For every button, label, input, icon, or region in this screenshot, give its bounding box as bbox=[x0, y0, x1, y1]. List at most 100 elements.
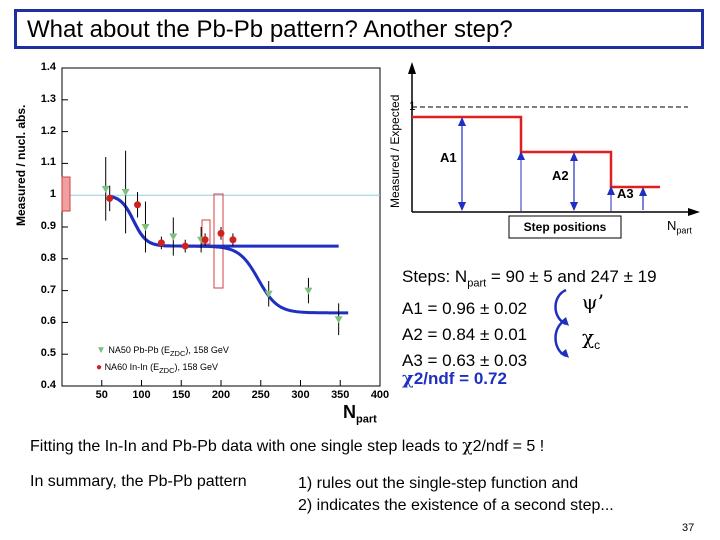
y-ticks bbox=[62, 67, 68, 387]
fit-post: 2/ndf = 5 ! bbox=[472, 438, 545, 455]
a1-label: A1 bbox=[440, 150, 457, 165]
error-box-1 bbox=[201, 219, 211, 245]
na60-point bbox=[106, 194, 114, 202]
x-tick-label: 150 bbox=[172, 389, 191, 401]
a1-value: A1 = 0.96 ± 0.02 bbox=[402, 299, 528, 319]
step-positions-box bbox=[508, 215, 622, 239]
a2-arrow-head-top bbox=[570, 152, 578, 161]
legend-na50-post: ), 158 GeV bbox=[185, 345, 229, 355]
rule-2: 2) indicates the existence of a second s… bbox=[298, 497, 614, 514]
chi2-result: χ2/ndf = 0.72 bbox=[402, 368, 507, 389]
a2-value: A2 = 0.84 ± 0.01 bbox=[402, 325, 528, 345]
steps-line: Steps: Npart = 90 ± 5 and 247 ± 19 bbox=[402, 264, 657, 296]
left-xlabel-sub: part bbox=[356, 413, 377, 426]
step-npart-label: Npart bbox=[667, 218, 692, 236]
page-number: 37 bbox=[682, 522, 695, 534]
na50-point bbox=[169, 233, 178, 241]
error-box-2 bbox=[213, 193, 224, 289]
x-tick-label: 50 bbox=[95, 389, 108, 401]
legend-item-na60: ● NA60 In-In (EZDC), 158 GeV bbox=[96, 362, 218, 375]
y-tick-label: 0.5 bbox=[40, 347, 56, 360]
steps-sub: part bbox=[467, 277, 487, 290]
slide-title: What about the Pb-Pb pattern? Another st… bbox=[27, 16, 513, 43]
step-npart-main: N bbox=[667, 218, 677, 233]
legend-na50-marker: ▼ bbox=[96, 345, 106, 356]
y-tick-label: 1.4 bbox=[40, 61, 56, 73]
step-one-label: 1 bbox=[409, 99, 416, 113]
legend-na60-post: ), 158 GeV bbox=[174, 362, 219, 372]
na60-point bbox=[201, 236, 209, 244]
na50-point bbox=[121, 189, 130, 197]
systematic-box bbox=[61, 176, 71, 212]
fit-pre: Fitting the In-In and Pb-Pb data with on… bbox=[30, 438, 463, 455]
left-xlabel: Npart bbox=[343, 402, 377, 426]
a3-label: A3 bbox=[617, 186, 634, 201]
step-ylabel: Measured / Expected bbox=[388, 94, 402, 208]
na60-point bbox=[229, 236, 237, 244]
a3-arrow-head-top bbox=[639, 187, 647, 196]
na50-point bbox=[264, 290, 273, 298]
psi-prime-label: ψ’ bbox=[582, 290, 605, 314]
a2-arrow-head-bottom bbox=[570, 202, 578, 211]
na60-point bbox=[217, 229, 225, 237]
fit-results: Steps: Npart = 90 ± 5 and 247 ± 19 A1 = … bbox=[402, 264, 657, 374]
step-y-arrow bbox=[408, 62, 416, 74]
legend-na50-sub: ZDC bbox=[169, 348, 186, 358]
chic-label: χc bbox=[582, 325, 600, 352]
y-tick-label: 0.4 bbox=[40, 379, 56, 391]
summary-label: In summary, the Pb-Pb pattern bbox=[30, 473, 247, 490]
curly-arrow-chic-head bbox=[560, 349, 569, 358]
summary-points: 1) rules out the single-step function an… bbox=[298, 473, 614, 517]
a1-arrow-head-bottom bbox=[458, 202, 466, 211]
y-tick-label: 0.9 bbox=[40, 220, 56, 232]
fit-conclusion: Fitting the In-In and Pb-Pb data with on… bbox=[30, 436, 544, 456]
x-tick-label: 100 bbox=[132, 389, 151, 401]
legend-na60-sub: ZDC bbox=[159, 365, 175, 375]
y-tick-label: 1.3 bbox=[40, 92, 56, 105]
y-tick-label: 1.1 bbox=[40, 156, 56, 169]
left-xlabel-main: N bbox=[343, 402, 356, 422]
step-pos-arrow-1 bbox=[517, 151, 525, 160]
data-points bbox=[101, 150, 343, 336]
chi2-symbol: χ bbox=[402, 368, 414, 389]
x-tick-label: 200 bbox=[211, 389, 231, 401]
y-tick-label: 0.6 bbox=[40, 315, 56, 328]
left-ylabel: Measured / nucl. abs. bbox=[14, 104, 28, 226]
na50-point bbox=[304, 287, 313, 295]
na60-point bbox=[181, 242, 189, 250]
steps-post: = 90 ± 5 and 247 ± 19 bbox=[486, 267, 657, 286]
x-tick-label: 350 bbox=[331, 389, 350, 401]
na60-point bbox=[157, 239, 165, 247]
step-plot: Step positions bbox=[408, 62, 700, 239]
two-step-curve bbox=[109, 194, 349, 315]
na50-point bbox=[334, 316, 343, 324]
chic-symbol: χ bbox=[582, 325, 595, 349]
x-tick-label: 400 bbox=[370, 389, 390, 401]
step-x-arrow bbox=[688, 208, 700, 216]
steps-pre: Steps: N bbox=[402, 267, 468, 286]
x-tick-label: 250 bbox=[251, 389, 270, 401]
na50-point bbox=[141, 224, 150, 231]
na60-point bbox=[134, 201, 142, 209]
step-function bbox=[412, 115, 660, 189]
x-ticks bbox=[101, 380, 381, 386]
y-tick-label: 1 bbox=[49, 188, 56, 201]
y-tick-label: 0.7 bbox=[40, 283, 56, 296]
fit-chi-symbol: χ bbox=[462, 436, 473, 456]
a3-value: A3 = 0.63 ± 0.03 bbox=[402, 351, 528, 371]
step-pos-arrow-2 bbox=[607, 186, 615, 195]
na50-point bbox=[101, 185, 110, 193]
a2-label: A2 bbox=[552, 168, 569, 183]
step-npart-sub: part bbox=[676, 225, 692, 236]
y-tick-label: 0.8 bbox=[40, 251, 56, 264]
legend-na50-pre: NA50 Pb-Pb (E bbox=[108, 345, 170, 355]
rule-1: 1) rules out the single-step function an… bbox=[298, 475, 579, 492]
chi2-value: 2/ndf = 0.72 bbox=[413, 369, 507, 388]
chic-sub: c bbox=[594, 338, 601, 352]
a1-arrow-head-top bbox=[458, 117, 466, 126]
y-tick-label: 1.2 bbox=[40, 124, 56, 137]
step-positions-label: Step positions bbox=[524, 220, 607, 234]
legend-item-na50: ▼ NA50 Pb-Pb (EZDC), 158 GeV bbox=[96, 345, 229, 358]
title-box: What about the Pb-Pb pattern? Another st… bbox=[14, 9, 704, 49]
